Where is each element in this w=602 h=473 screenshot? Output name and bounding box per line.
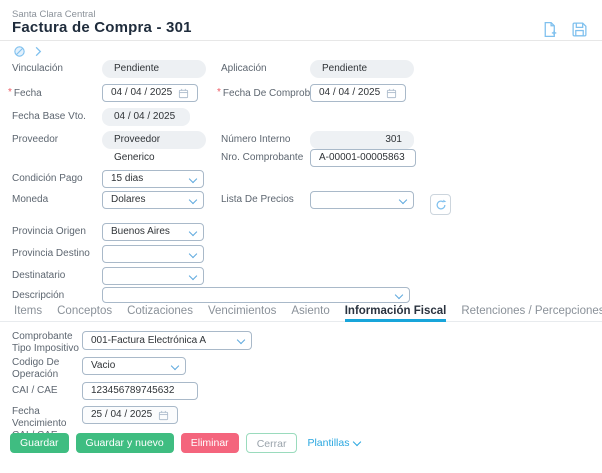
field-label-fecha-de-comprobante-text: Fecha De Comprobante	[222, 88, 330, 99]
new-document-icon[interactable]	[541, 21, 558, 38]
field-label-moneda: Moneda	[12, 194, 49, 205]
refresh-button[interactable]	[430, 194, 451, 215]
calendar-icon[interactable]	[386, 88, 397, 99]
chevron-down-icon	[188, 271, 198, 281]
field-label-comprobante-tipo-impositivo: Comprobante Tipo Impositivo	[12, 331, 79, 354]
moneda-value: Dolares	[111, 194, 146, 205]
guardar-y-nuevo-button[interactable]: Guardar y nuevo	[75, 433, 174, 453]
fecha-input[interactable]: 04 / 04 / 2025	[102, 84, 198, 102]
nro-comprobante-input[interactable]: A-00001-00005863	[310, 149, 416, 167]
field-label-nro-comprobante: Nro. Comprobante	[221, 152, 304, 163]
cai-cae-input[interactable]: 123456789745632	[82, 382, 198, 400]
save-icon[interactable]	[571, 21, 588, 38]
fecha-vencimiento-cai-cae-value: 25 / 04 / 2025	[91, 409, 153, 420]
cerrar-button[interactable]: Cerrar	[245, 433, 298, 453]
tab-cotizaciones[interactable]: Cotizaciones	[127, 305, 193, 317]
refresh-icon	[436, 199, 446, 209]
provincia-origen-value: Buenos Aires	[111, 226, 170, 237]
chevron-down-icon	[170, 361, 180, 371]
chevron-down-icon	[398, 195, 408, 205]
tab-retenciones-percepciones[interactable]: Retenciones / Percepciones	[461, 305, 602, 317]
chevron-down-icon	[188, 195, 198, 205]
plantillas-menu[interactable]: Plantillas	[307, 437, 362, 449]
field-label-numero-interno: Número Interno	[221, 134, 291, 145]
header-actions	[541, 21, 588, 38]
vinculacion-status-badge: Pendiente	[102, 60, 206, 78]
guardar-button[interactable]: Guardar	[10, 433, 69, 453]
chevron-down-icon	[188, 249, 198, 259]
field-label-condicion-pago: Condición Pago	[12, 173, 83, 184]
page-title: Factura de Compra - 301	[12, 19, 192, 36]
chevron-down-icon	[236, 335, 246, 345]
field-label-destinatario: Destinatario	[12, 270, 66, 281]
tab-asiento[interactable]: Asiento	[291, 305, 330, 317]
slashed-circle-icon[interactable]	[13, 45, 26, 58]
header-divider	[0, 40, 602, 41]
chevron-down-icon	[188, 174, 198, 184]
condicion-pago-value: 15 dias	[111, 173, 144, 184]
action-bar: Guardar Guardar y nuevo Eliminar Cerrar …	[10, 433, 362, 453]
destinatario-select[interactable]	[102, 267, 204, 285]
condicion-pago-select[interactable]: 15 dias	[102, 170, 204, 188]
eliminar-button[interactable]: Eliminar	[180, 433, 239, 453]
fecha-de-comprobante-value: 04 / 04 / 2025	[319, 87, 381, 98]
field-label-fecha-de-comprobante: * Fecha De Comprobante	[217, 84, 330, 103]
aplicacion-status-badge: Pendiente	[310, 60, 414, 78]
field-label-provincia-origen: Provincia Origen	[12, 226, 86, 237]
calendar-icon[interactable]	[178, 88, 189, 99]
chevron-down-icon	[353, 437, 362, 446]
required-marker: *	[8, 87, 12, 98]
fecha-value: 04 / 04 / 2025	[111, 87, 173, 98]
tab-conceptos[interactable]: Conceptos	[57, 305, 113, 317]
proveedor-value: Proveedor Generico	[102, 131, 206, 163]
chevron-down-icon	[188, 227, 198, 237]
field-label-codigo-de-operacion: Codigo De Operación	[12, 357, 60, 380]
calendar-icon[interactable]	[158, 410, 169, 421]
moneda-select[interactable]: Dolares	[102, 191, 204, 209]
fecha-base-vto-value: 04 / 04 / 2025	[102, 108, 190, 126]
tab-vencimientos[interactable]: Vencimientos	[207, 305, 277, 317]
tab-bar: Items Conceptos Cotizaciones Vencimiento…	[0, 303, 602, 322]
field-label-vinculacion: Vinculación	[12, 63, 63, 74]
required-marker: *	[217, 87, 221, 98]
descripcion-combobox[interactable]	[102, 287, 410, 303]
comprobante-tipo-impositivo-select[interactable]: 001-Factura Electrónica A	[82, 331, 252, 350]
plantillas-label: Plantillas	[307, 437, 350, 449]
field-label-aplicacion: Aplicación	[221, 63, 267, 74]
field-label-proveedor: Proveedor	[12, 134, 59, 145]
codigo-de-operacion-select[interactable]: Vacio	[82, 357, 186, 375]
numero-interno-value: 301	[310, 131, 414, 149]
fecha-vencimiento-cai-cae-input[interactable]: 25 / 04 / 2025	[82, 406, 178, 424]
lista-de-precios-select[interactable]	[310, 191, 414, 209]
field-label-descripcion: Descripción	[12, 290, 65, 301]
comprobante-tipo-impositivo-value: 001-Factura Electrónica A	[91, 335, 207, 346]
field-label-cai-cae: CAI / CAE	[12, 385, 58, 396]
field-label-provincia-destino: Provincia Destino	[12, 248, 90, 259]
breadcrumb[interactable]: Santa Clara Central	[12, 9, 96, 20]
field-label-fecha-base-vto: Fecha Base Vto.	[12, 111, 86, 122]
tab-items[interactable]: Items	[14, 305, 43, 317]
tab-informacion-fiscal[interactable]: Información Fiscal	[344, 303, 447, 322]
codigo-de-operacion-value: Vacio	[91, 360, 116, 371]
provincia-origen-select[interactable]: Buenos Aires	[102, 223, 204, 241]
chevron-down-icon	[394, 290, 404, 300]
field-label-lista-de-precios: Lista De Precios	[221, 194, 294, 205]
field-label-fecha: * Fecha	[8, 84, 42, 103]
fecha-de-comprobante-input[interactable]: 04 / 04 / 2025	[310, 84, 406, 102]
field-label-fecha-text: Fecha	[13, 88, 42, 99]
provincia-destino-select[interactable]	[102, 245, 204, 263]
chevron-right-icon[interactable]	[32, 45, 44, 58]
